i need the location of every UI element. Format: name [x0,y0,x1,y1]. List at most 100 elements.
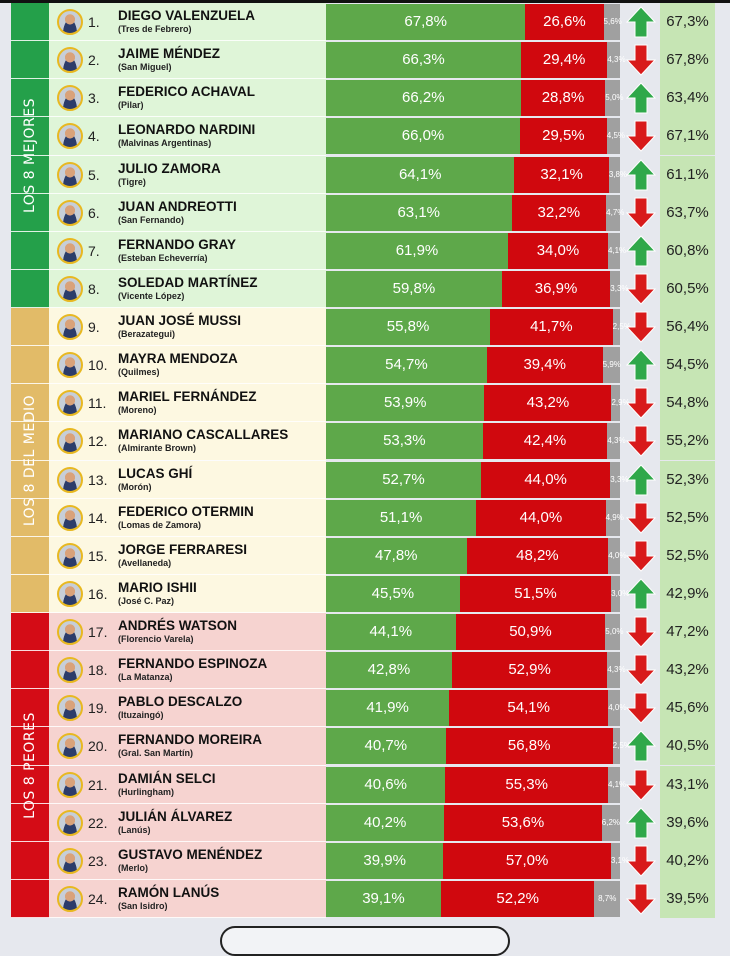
mayor-name: GUSTAVO MENÉNDEZ [118,846,263,862]
avatar [57,237,83,264]
avatar [57,542,83,569]
previous-value: 67,1% [666,127,709,145]
disapprove-bar [455,614,606,650]
disapprove-label: 32,1% [540,165,583,183]
other-bar [607,652,620,689]
disapprove-label: 29,5% [542,127,585,145]
rank-number: 19. [88,700,108,717]
stacked-bar: 59,8% 36,9% 3,3% [326,270,629,307]
previous-cell [660,269,715,308]
disapprove-bar [490,309,613,345]
other-bar [605,614,620,650]
municipality-name: (Quilmes) [118,367,160,378]
disapprove-label: 50,9% [509,623,552,640]
approve-label: 53,9% [383,394,427,412]
arrow-down-icon [626,44,656,76]
previous-cell [660,384,715,423]
arrow-up-icon [626,578,656,610]
previous-value: 63,7% [666,203,709,221]
other-label: 4,0% [608,703,627,713]
other-label: 4,3% [607,665,626,675]
arrow-up-icon [626,463,656,495]
stacked-bar: 39,9% 57,0% 3,1% [326,842,629,879]
municipality-name: (San Isidro) [118,900,168,911]
approve-bar [326,690,450,727]
approve-bar [326,614,456,650]
previous-cell [660,41,715,80]
previous-cell [660,613,715,651]
disapprove-bar [451,652,608,689]
approve-bar [326,42,521,79]
stacked-bar: 42,8% 52,9% 4,3% [326,652,626,689]
previous-cell [660,689,715,728]
previous-cell [660,498,715,537]
arrow-up-icon [626,158,656,190]
municipality-name: (Lanús) [118,824,151,835]
row-background [49,231,326,270]
avatar [57,123,83,150]
approve-label: 64,1% [398,165,442,183]
rank-number: 10. [88,357,108,374]
approve-label: 44,1% [369,623,413,640]
mayor-name: JULIÁN ÁLVAREZ [118,808,233,824]
disapprove-label: 44,0% [524,470,567,488]
mayor-name: DAMIÁN SELCI [118,770,216,786]
disapprove-bar [445,728,613,765]
row-background [49,117,326,156]
group-label: LOS 8 PEORES [22,712,38,819]
arrow-down-icon [626,387,656,419]
disapprove-bar [476,499,606,536]
stacked-bar: 54,7% 39,4% 5,9% [326,347,621,384]
disapprove-bar [525,4,604,40]
disapprove-label: 26,6% [543,13,586,30]
row-separator [11,650,326,652]
disapprove-bar [440,880,595,917]
rank-number: 11. [88,395,107,412]
other-bar [603,4,620,40]
previous-value: 43,1% [666,775,709,793]
other-label: 4,3% [607,55,626,65]
previous-value: 63,4% [666,89,709,107]
rank-number: 14. [88,509,108,526]
other-label: 3,1% [610,855,630,865]
approve-label: 66,2% [402,89,445,107]
row-background [49,765,326,804]
approve-bar [326,156,515,193]
row-background [49,651,326,690]
bottom-handle[interactable] [220,926,510,956]
other-bar [607,766,620,803]
previous-cell [660,727,715,766]
avatar [57,275,83,302]
approve-bar [326,385,485,422]
avatar [57,771,83,798]
row-separator [11,383,326,385]
arrow-up-icon [626,82,656,114]
approve-label: 67,8% [404,13,447,30]
row-separator [11,307,326,308]
other-label: 5,0% [605,93,624,103]
approve-label: 45,5% [371,584,415,602]
previous-cell [660,422,715,461]
row-separator [11,345,326,347]
disapprove-label: 53,6% [501,813,545,831]
stacked-bar: 40,6% 55,3% 4,1% [326,766,626,803]
mayor-name: JULIO ZAMORA [118,160,221,176]
avatar [57,390,83,417]
previous-value: 55,2% [666,432,709,450]
rank-number: 7. [88,242,100,259]
other-label: 4,0% [608,550,627,560]
rank-number: 21. [88,776,108,793]
municipality-name: (Esteban Echeverría) [118,252,208,263]
mayor-name: FERNANDO MOREIRA [118,732,262,748]
disapprove-bar [520,42,608,79]
stacked-bar: 41,9% 54,1% 4,0% [326,690,627,727]
approve-bar [326,842,444,879]
rank-number: 13. [88,471,108,488]
other-bar [607,232,620,269]
approve-bar [326,537,467,574]
avatar [57,733,83,760]
previous-cell [660,193,715,232]
disapprove-bar [444,804,602,841]
row-background [49,308,326,346]
avatar [57,885,83,912]
